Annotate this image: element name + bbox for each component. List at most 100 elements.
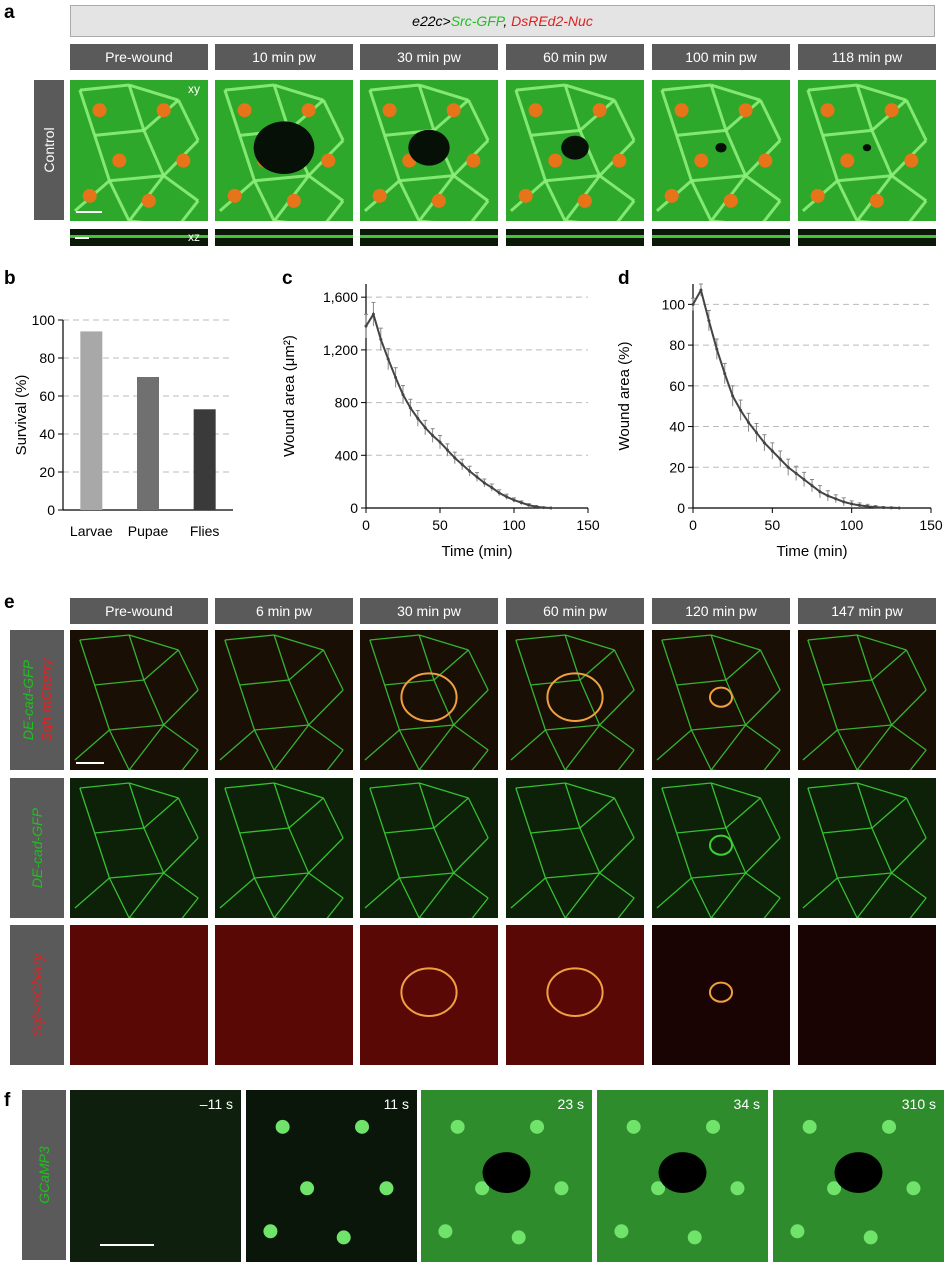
- data-point: [715, 347, 719, 351]
- data-point: [438, 440, 442, 444]
- data-point: [747, 420, 751, 424]
- data-point: [770, 449, 774, 453]
- control-image: [360, 80, 498, 221]
- data-point: [512, 498, 516, 502]
- control-image-drawing: [801, 83, 928, 221]
- e-image: [70, 925, 208, 1065]
- genotype-part: ,: [503, 13, 512, 29]
- panel-label-b: b: [4, 268, 16, 289]
- y-tick-label: 400: [335, 447, 359, 463]
- row-label: Sqh-mCherry: [10, 925, 64, 1065]
- x-tick-label: 0: [689, 517, 697, 533]
- data-point: [866, 504, 870, 508]
- e-image-drawing: [510, 782, 635, 918]
- data-point: [834, 497, 838, 501]
- data-point: [850, 502, 854, 506]
- data-point: [707, 319, 711, 323]
- data-point: [691, 302, 695, 306]
- data-point: [468, 469, 472, 473]
- gcamp-image-drawing: [70, 1090, 241, 1262]
- bar-pupae: [137, 377, 159, 510]
- e-image-drawing: [215, 925, 353, 1065]
- e-image: [215, 778, 353, 918]
- data-point: [826, 494, 830, 498]
- y-axis-label: Survival (%): [13, 375, 30, 456]
- y-tick-label: 0: [350, 500, 358, 516]
- data-point: [416, 416, 420, 420]
- data-point: [453, 456, 457, 460]
- xz-section: [652, 229, 790, 246]
- e-image: [506, 778, 644, 918]
- e-image: [506, 925, 644, 1065]
- data-point: [786, 465, 790, 469]
- x-tick-label: 150: [919, 517, 943, 533]
- e-image-drawing: [74, 782, 199, 918]
- data-point: [739, 408, 743, 412]
- y-tick-label: 100: [32, 312, 56, 328]
- data-point: [371, 312, 375, 316]
- control-image: [798, 80, 936, 221]
- e-image-drawing: [546, 967, 604, 1017]
- bar-larvae: [80, 331, 103, 510]
- timestamp-label: 11 s: [383, 1096, 409, 1112]
- e-image: [506, 630, 644, 770]
- xz-section: [506, 229, 644, 246]
- scale-bar: [100, 1244, 154, 1246]
- x-tick-label: 50: [432, 517, 448, 533]
- data-point: [408, 406, 412, 410]
- xz-label: xz: [188, 230, 200, 244]
- data-point: [778, 457, 782, 461]
- e-image-drawing: [400, 967, 458, 1017]
- e-image: [215, 925, 353, 1065]
- time-header: 6 min pw: [215, 598, 353, 624]
- data-point: [497, 491, 501, 495]
- data-point: [762, 441, 766, 445]
- x-tick-label: 150: [576, 517, 600, 533]
- control-image: xy: [70, 80, 208, 221]
- data-point: [897, 506, 901, 510]
- row-label: DE-cad-GFP: [10, 778, 64, 918]
- x-tick-label: 100: [502, 517, 526, 533]
- row-label-control-text: Control: [41, 127, 57, 173]
- row-label: DE-cad-GFP Sqh-mCherry: [10, 630, 64, 770]
- data-point: [482, 481, 486, 485]
- panel-label-c: c: [282, 268, 293, 289]
- e-image-drawing: [798, 925, 936, 1065]
- control-image: [215, 80, 353, 221]
- time-header: Pre-wound: [70, 598, 208, 624]
- y-tick-label: 100: [662, 296, 686, 312]
- x-tick-label: Pupae: [128, 523, 169, 539]
- data-point: [731, 394, 735, 398]
- control-image-drawing: [509, 83, 636, 221]
- xz-band: [798, 235, 936, 238]
- time-header: 60 min pw: [506, 44, 644, 70]
- data-point: [527, 503, 531, 507]
- time-header: 118 min pw: [798, 44, 936, 70]
- y-tick-label: 60: [669, 378, 685, 394]
- control-image-drawing: [363, 83, 490, 221]
- x-tick-label: 50: [765, 517, 781, 533]
- control-image: [506, 80, 644, 221]
- x-axis-label: Time (min): [441, 543, 512, 560]
- x-tick-label: 100: [840, 517, 864, 533]
- data-point: [386, 357, 390, 361]
- e-image: [360, 925, 498, 1065]
- e-image: [652, 778, 790, 918]
- genotype-banner: e22c>Src-GFP, DsREd2-Nuc: [70, 5, 935, 37]
- e-image: [652, 630, 790, 770]
- y-tick-label: 80: [669, 337, 685, 353]
- y-tick-label: 40: [39, 426, 55, 442]
- e-image: [798, 630, 936, 770]
- data-point: [401, 393, 405, 397]
- time-header: 120 min pw: [652, 598, 790, 624]
- panel-label-a: a: [4, 2, 15, 23]
- data-point: [889, 506, 893, 510]
- gcamp-image: –11 s: [70, 1090, 241, 1262]
- row-label-part: Sqh-mCherry: [38, 658, 54, 742]
- time-header: 100 min pw: [652, 44, 790, 70]
- e-image-drawing: [70, 925, 208, 1065]
- time-header: 147 min pw: [798, 598, 936, 624]
- control-image-drawing: [655, 83, 782, 221]
- data-point: [549, 506, 553, 510]
- row-label-part: DE-cad-GFP: [29, 807, 45, 889]
